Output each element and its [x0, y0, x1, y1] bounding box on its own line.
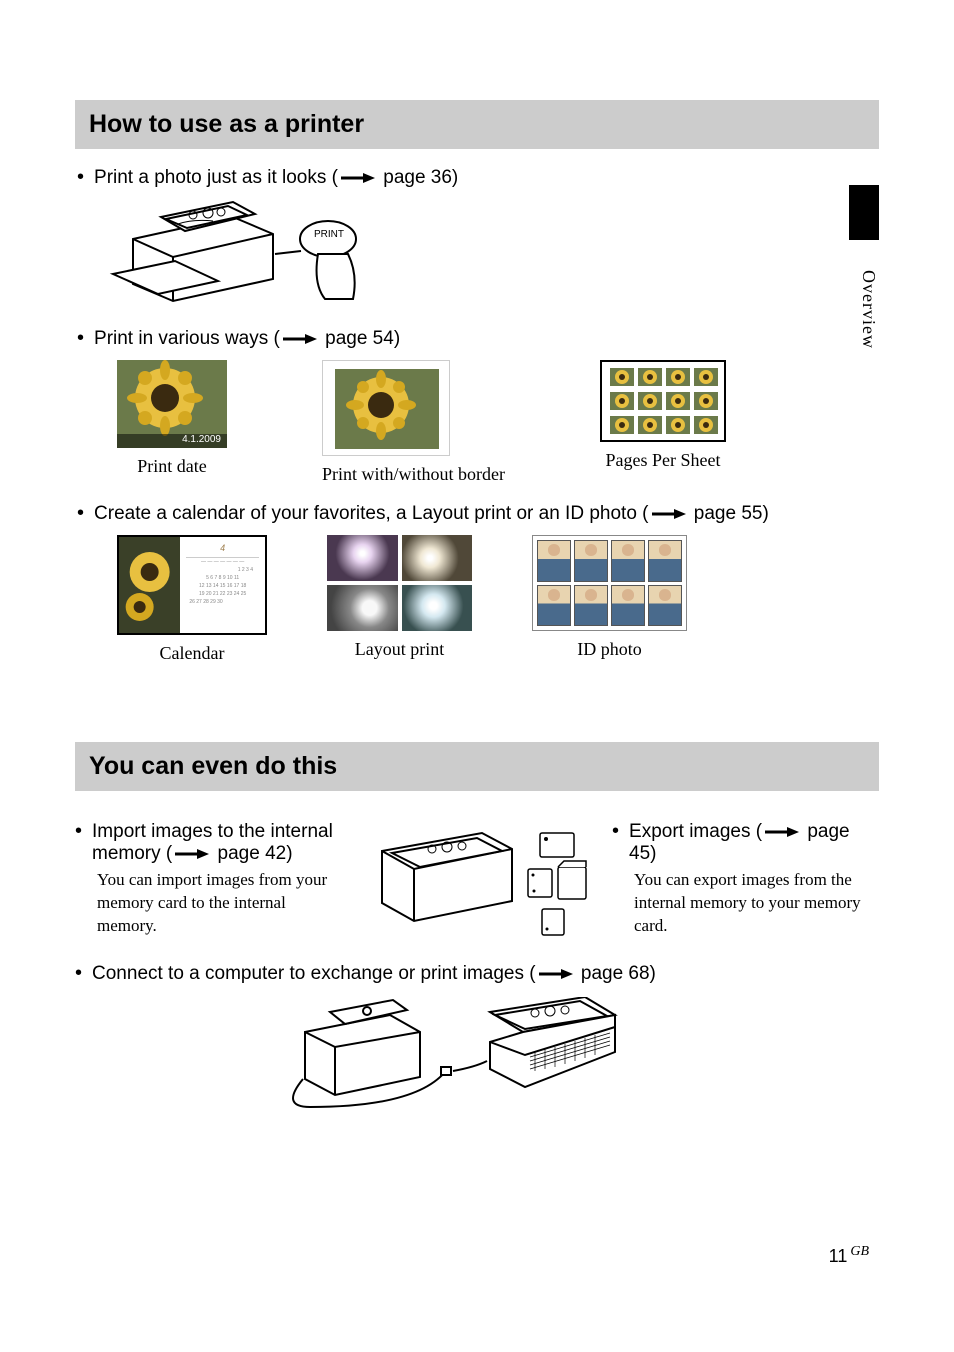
- bullet-text: Import images to the internal memory (: [92, 821, 333, 864]
- section-header-printer: How to use as a printer: [75, 100, 879, 149]
- printer-illustration: PRINT: [103, 199, 879, 314]
- arrow-icon: [283, 333, 317, 345]
- caption-idphoto: ID photo: [532, 639, 687, 660]
- arrow-icon: [539, 968, 573, 980]
- sunflower-bordered-image: [322, 360, 450, 456]
- import-col: • Import images to the internal memory (…: [75, 821, 342, 941]
- bullet-print-photo: • Print a photo just as it looks ( page …: [77, 167, 879, 189]
- bullet-print-ways: • Print in various ways ( page 54): [77, 328, 879, 350]
- bullet-dot: •: [77, 167, 84, 187]
- calendar-block: 4 — — — — — — — 1 2 3 4 5 6 7 8 9 10 11 …: [117, 535, 267, 664]
- import-desc: You can import images from your memory c…: [75, 869, 342, 938]
- calendar-row: 4 — — — — — — — 1 2 3 4 5 6 7 8 9 10 11 …: [117, 535, 879, 664]
- pages-per-sheet-block: Pages Per Sheet: [600, 360, 726, 485]
- page-ref: page 68): [581, 963, 656, 984]
- caption-layout: Layout print: [327, 639, 472, 660]
- arrow-icon: [652, 508, 686, 520]
- bullet-connect: • Connect to a computer to exchange or p…: [75, 963, 879, 985]
- print-date-block: 4.1.2009 Print date: [117, 360, 227, 485]
- export-desc: You can export images from the internal …: [612, 869, 879, 938]
- caption-border: Print with/without border: [322, 464, 505, 485]
- layout-block: Layout print: [327, 535, 472, 664]
- export-col: • Export images ( page 45) You can expor…: [612, 821, 879, 941]
- page-footer: 11GB: [829, 1244, 869, 1267]
- bullet-import: • Import images to the internal memory (…: [75, 821, 342, 865]
- page-ref: page 54): [325, 328, 400, 349]
- bullet-text: Print a photo just as it looks (: [94, 167, 338, 188]
- layout-thumbnail: [327, 535, 472, 631]
- arrow-icon: [175, 848, 209, 860]
- page-content: How to use as a printer • Print a photo …: [0, 0, 954, 1122]
- section-header-even: You can even do this: [75, 742, 879, 791]
- page-number: 11: [829, 1246, 848, 1266]
- idphoto-block: ID photo: [532, 535, 687, 664]
- connect-illustration: [275, 997, 879, 1122]
- bullet-calendar: • Create a calendar of your favorites, a…: [77, 503, 879, 525]
- caption-calendar: Calendar: [117, 643, 267, 664]
- section1-body: • Print a photo just as it looks ( page …: [75, 167, 879, 664]
- print-ways-row: 4.1.2009 Print date Print with/without b…: [117, 360, 879, 485]
- page-ref: page 42): [218, 843, 293, 864]
- bullet-dot: •: [77, 328, 84, 348]
- bullet-dot: •: [75, 821, 82, 841]
- bullet-export: • Export images ( page 45): [612, 821, 879, 865]
- sheet-thumbnail: [600, 360, 726, 442]
- bullet-dot: •: [75, 963, 82, 983]
- bullet-dot: •: [612, 821, 619, 841]
- bullet-dot: •: [77, 503, 84, 523]
- page-gb: GB: [850, 1244, 869, 1259]
- bullet-text: Print in various ways (: [94, 328, 280, 349]
- sunflower-image: 4.1.2009: [117, 360, 227, 448]
- bullet-text: Create a calendar of your favorites, a L…: [94, 503, 648, 524]
- page-ref: page 55): [694, 503, 769, 524]
- print-border-block: Print with/without border: [322, 360, 505, 485]
- caption-print-date: Print date: [117, 456, 227, 477]
- caption-pps: Pages Per Sheet: [600, 450, 726, 471]
- bullet-text: Connect to a computer to exchange or pri…: [92, 963, 536, 984]
- page-ref: page 36): [383, 167, 458, 188]
- id-thumbnail: [532, 535, 687, 631]
- calendar-thumbnail: 4 — — — — — — — 1 2 3 4 5 6 7 8 9 10 11 …: [117, 535, 267, 635]
- import-export-row: • Import images to the internal memory (…: [75, 821, 879, 941]
- bullet-text: Export images (: [629, 821, 762, 842]
- arrow-icon: [765, 826, 799, 838]
- device-cards-illustration: [362, 821, 592, 941]
- arrow-icon: [341, 172, 375, 184]
